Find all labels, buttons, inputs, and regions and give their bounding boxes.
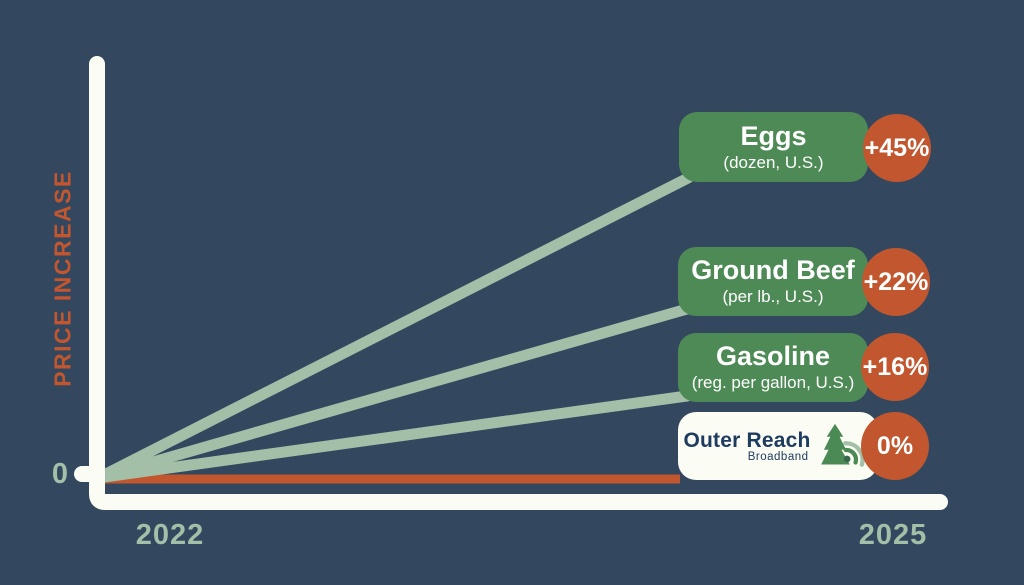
badge-eggs-pct: +45% bbox=[863, 114, 931, 182]
outer-reach-title: Outer Reach bbox=[683, 428, 811, 452]
line-eggs bbox=[98, 172, 694, 481]
label-card-ground-beef: Ground Beef (per lb., U.S.) bbox=[678, 247, 868, 316]
badge-gasoline-pct: +16% bbox=[861, 333, 929, 401]
outer-reach-wordmark: Outer Reach Broadband bbox=[683, 429, 810, 464]
series-subtitle: (reg. per gallon, U.S.) bbox=[691, 373, 855, 392]
outer-reach-tree-wifi-icon bbox=[820, 423, 865, 467]
line-outer-reach bbox=[97, 474, 680, 484]
x-tick-2022: 2022 bbox=[135, 519, 205, 551]
y-tick-zero: 0 bbox=[51, 458, 69, 490]
label-card-eggs: Eggs (dozen, U.S.) bbox=[679, 112, 868, 182]
badge-outer-reach-pct: 0% bbox=[861, 412, 929, 480]
label-card-gasoline: Gasoline (reg. per gallon, U.S.) bbox=[678, 333, 868, 402]
series-subtitle: (per lb., U.S.) bbox=[722, 287, 824, 306]
xy-axis bbox=[89, 56, 948, 510]
series-title: Eggs bbox=[740, 120, 807, 151]
series-subtitle: (dozen, U.S.) bbox=[723, 152, 824, 172]
badge-ground-beef-pct: +22% bbox=[862, 248, 930, 316]
line-ground-beef bbox=[98, 303, 693, 482]
series-title: Ground Beef bbox=[691, 255, 855, 286]
line-gasoline bbox=[98, 390, 693, 483]
outer-reach-subtitle: Broadband bbox=[747, 450, 809, 463]
label-card-outer-reach: Outer Reach Broadband bbox=[678, 412, 878, 480]
series-title: Gasoline bbox=[715, 341, 831, 372]
x-tick-2025: 2025 bbox=[858, 519, 928, 551]
